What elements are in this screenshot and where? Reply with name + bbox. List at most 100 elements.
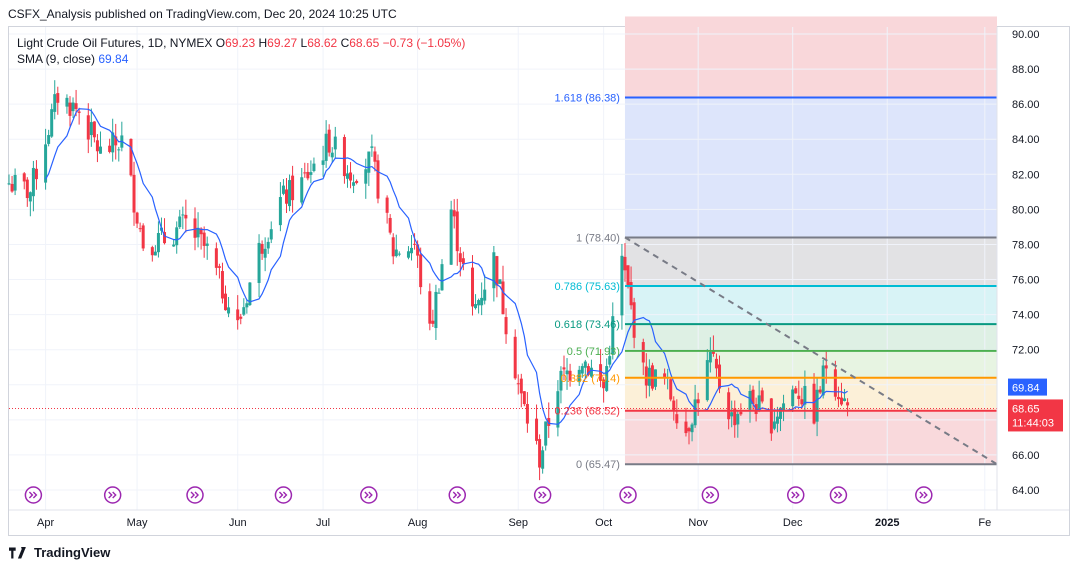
candle-body: [669, 379, 673, 400]
event-marker-icon[interactable]: [701, 486, 720, 504]
candle-body: [111, 132, 115, 153]
candle-body: [782, 403, 786, 411]
candle-body: [730, 412, 734, 417]
candle-body: [278, 197, 282, 226]
candle-body: [711, 350, 715, 354]
candle-body: [769, 398, 773, 434]
sma-value-badge-text: 69.84: [1012, 383, 1040, 395]
candle-body: [245, 303, 249, 308]
candle-body: [461, 258, 465, 265]
sma-line: [45, 108, 848, 425]
event-marker-icon[interactable]: [786, 486, 805, 504]
fib-zone: [624, 350, 997, 378]
candle-body: [370, 146, 374, 148]
event-marker-icon[interactable]: [103, 486, 122, 504]
candle-body: [355, 180, 359, 183]
candle-body: [605, 366, 609, 391]
candle-body: [705, 360, 709, 401]
candle-body: [675, 414, 679, 424]
candle-body: [330, 152, 334, 158]
candle-body: [821, 365, 825, 396]
candle-body: [846, 402, 850, 406]
candle-body: [284, 189, 288, 204]
candle-body: [501, 281, 505, 315]
event-marker-icon[interactable]: [448, 486, 467, 504]
legend-sma-label: SMA (9, close): [17, 52, 96, 66]
candle-body: [690, 424, 694, 433]
event-marker-circle: [274, 486, 293, 504]
event-marker-icon[interactable]: [619, 486, 637, 504]
candle-body: [108, 145, 112, 152]
fib-trend-line: [624, 236, 998, 466]
candle-body: [300, 177, 304, 203]
candle-body: [504, 317, 508, 335]
candle-body: [663, 373, 667, 378]
candle-body: [696, 399, 700, 404]
candle-body: [818, 389, 822, 393]
candle-body: [34, 168, 38, 180]
fib-zone: [624, 324, 997, 351]
candle-body: [772, 421, 776, 429]
candle-body: [303, 172, 307, 174]
candle-body: [184, 214, 188, 219]
publisher-credit: CSFX_Analysis published on TradingView.c…: [8, 7, 397, 21]
fib-level-label: 1 (78.40): [576, 232, 620, 244]
candle-body: [471, 267, 475, 307]
brand-name: TradingView: [34, 545, 111, 560]
legend-close-label: C: [340, 36, 350, 50]
event-marker-icon[interactable]: [533, 486, 552, 504]
legend-high: 69.27: [267, 36, 298, 50]
candle-body: [602, 379, 606, 389]
candle-body: [525, 404, 529, 424]
candle-body: [449, 209, 453, 265]
event-marker-circle: [103, 486, 122, 504]
candle-body: [538, 439, 542, 468]
candle-body: [309, 172, 313, 175]
event-marker-circle: [533, 486, 552, 504]
candle-body: [342, 137, 346, 177]
candle-body: [138, 228, 142, 230]
event-marker-icon[interactable]: [360, 486, 378, 504]
candle-body: [86, 115, 90, 140]
candlestick-series: [7, 80, 850, 481]
candle-body: [98, 146, 102, 154]
fib-level-label: 0 (65.47): [576, 459, 620, 471]
sma-series: [45, 108, 848, 425]
event-marker-circle: [619, 486, 637, 504]
candle-body: [565, 370, 569, 375]
time-tick-label: Oct: [595, 517, 612, 529]
time-tick-label: Fe: [978, 517, 991, 529]
candle-body: [583, 361, 587, 368]
time-tick-label: Apr: [37, 517, 54, 529]
event-marker-icon[interactable]: [274, 486, 293, 504]
candle-body: [800, 399, 804, 405]
legend-low-label: L: [300, 36, 308, 50]
fib-level-label: 0.382 (70.4): [561, 373, 620, 385]
event-markers: [24, 486, 933, 504]
event-marker-icon[interactable]: [186, 486, 204, 504]
candle-body: [623, 256, 627, 271]
event-marker-chevrons: [623, 491, 633, 499]
candle-body: [333, 136, 337, 150]
time-tick-label: Jun: [229, 517, 247, 529]
event-marker-icon[interactable]: [829, 486, 848, 504]
candle-body: [718, 364, 722, 389]
tradingview-brand[interactable]: TradingView: [9, 545, 110, 560]
candle-body: [132, 174, 136, 213]
candle-body: [95, 140, 99, 152]
candle-body: [437, 292, 441, 294]
price-tick-label: 66.00: [1012, 450, 1040, 462]
candle-body: [291, 175, 295, 201]
event-marker-icon[interactable]: [24, 486, 43, 504]
fib-zone: [624, 377, 997, 411]
candle-body: [364, 169, 368, 184]
candle-body: [815, 389, 819, 422]
event-marker-circle: [915, 486, 933, 504]
fib-level-label: 0.618 (73.46): [555, 319, 620, 331]
candle-body: [214, 248, 218, 268]
fib-zone: [624, 410, 997, 465]
candle-body: [556, 391, 560, 428]
event-marker-icon[interactable]: [915, 486, 933, 504]
fib-level-label: 0.786 (75.63): [555, 281, 620, 293]
